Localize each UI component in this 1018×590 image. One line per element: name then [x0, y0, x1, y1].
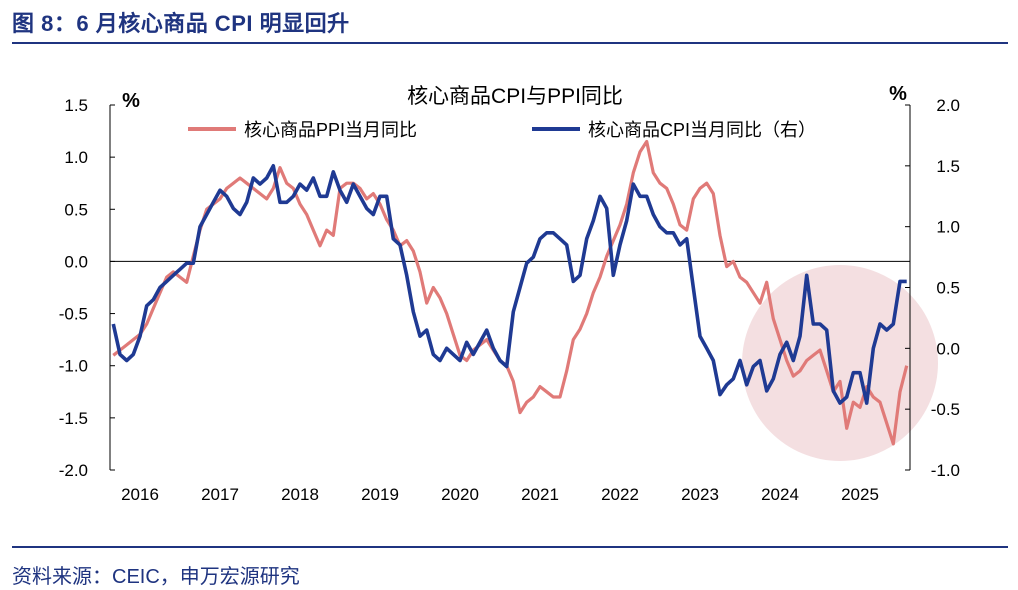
x-tick-label: 2023 [681, 485, 719, 504]
series-line-ppi [112, 139, 909, 446]
left-tick-label: 1.0 [64, 148, 88, 167]
left-tick-label: 0.0 [64, 252, 88, 271]
right-tick-label: -1.0 [931, 461, 960, 480]
right-tick-label: -0.5 [931, 400, 960, 419]
chart-title: 核心商品CPI与PPI同比 [407, 85, 623, 108]
x-tick-label: 2025 [841, 485, 879, 504]
x-tick-label: 2019 [361, 485, 399, 504]
left-tick-label: 1.5 [64, 96, 88, 115]
x-tick-label: 2017 [201, 485, 239, 504]
x-tick-label: 2024 [761, 485, 799, 504]
series-line-cpi [111, 164, 907, 405]
chart-svg: 1.5 1.0 0.5 0.0 -0.5 -1.0 -1.5 -2.0 2.0 1.5 1.0 0.5… [59, 83, 960, 504]
figure-title: 图 8：6 月核心商品 CPI 明显回升 [12, 11, 350, 36]
left-tick-label: -1.5 [59, 409, 88, 428]
top-rule [12, 42, 1008, 44]
right-tick-label: 2.0 [936, 96, 960, 115]
x-tick-label: 2021 [521, 485, 559, 504]
x-tick-label: 2020 [441, 485, 479, 504]
left-tick-label: -0.5 [59, 305, 88, 324]
x-tick-label: 2022 [601, 485, 639, 504]
left-tick-label: -2.0 [59, 461, 88, 480]
left-tick-label: -1.0 [59, 357, 88, 376]
bottom-rule [12, 546, 1008, 548]
source-note: 资料来源：CEIC，申万宏源研究 [12, 566, 300, 588]
highlight-circle [742, 265, 938, 461]
right-tick-label: 1.0 [936, 218, 960, 237]
x-tick-label: 2018 [281, 485, 319, 504]
left-unit-label: % [122, 90, 140, 112]
right-tick-label: 0.0 [936, 339, 960, 358]
right-tick-label: 0.5 [936, 279, 960, 298]
legend-cpi-label: 核心商品CPI当月同比（右） [588, 120, 816, 140]
legend-ppi-label: 核心商品PPI当月同比 [244, 120, 417, 140]
right-tick-label: 1.5 [936, 157, 960, 176]
x-tick-label: 2016 [121, 485, 159, 504]
right-unit-label: % [889, 83, 907, 105]
left-tick-label: 0.5 [64, 200, 88, 219]
